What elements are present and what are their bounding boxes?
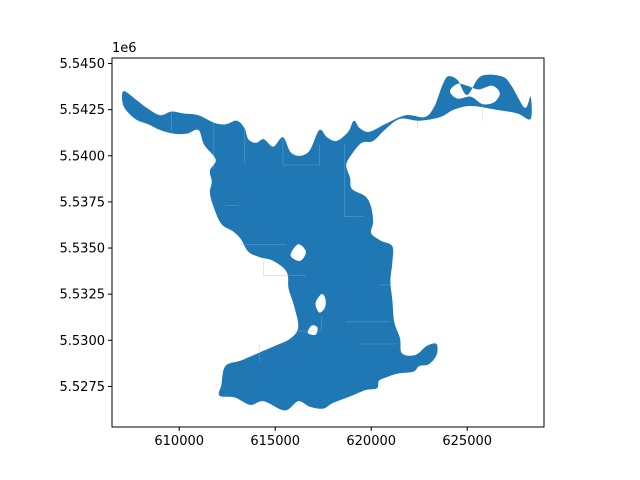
y-axis: 5.5275 5.5300 5.5325 5.5350 5.5375 5.5400 5.54… xyxy=(60,57,112,395)
x-tick-label: 610000 xyxy=(154,434,204,449)
x-axis: 610000 615000 620000 625000 xyxy=(154,427,492,449)
parcel-boundary-line xyxy=(263,260,306,277)
parcel-boundaries xyxy=(171,104,483,363)
x-tick-label: 620000 xyxy=(346,434,396,449)
plot-frame xyxy=(111,57,545,428)
parcel-boundary-line xyxy=(294,316,322,332)
x-tick-label: 625000 xyxy=(442,434,492,449)
parcel-boundary-line xyxy=(282,139,320,166)
y-tick-label: 5.5450 xyxy=(60,57,106,72)
y-tick-label: 5.5275 xyxy=(60,380,106,395)
y-tick-label: 5.5325 xyxy=(60,288,106,303)
y-tick-label: 5.5425 xyxy=(60,103,106,118)
parcel-boundary-line xyxy=(343,144,364,217)
y-tick-label: 5.5400 xyxy=(60,149,106,164)
region-polygon xyxy=(121,74,532,411)
y-tick-label: 5.5350 xyxy=(60,242,106,257)
x-tick-label: 615000 xyxy=(250,434,300,449)
y-tick-label: 5.5375 xyxy=(60,195,106,210)
map-layer xyxy=(121,74,532,411)
y-axis-offset-label: 1e6 xyxy=(112,41,137,56)
y-tick-label: 5.5300 xyxy=(60,334,106,349)
